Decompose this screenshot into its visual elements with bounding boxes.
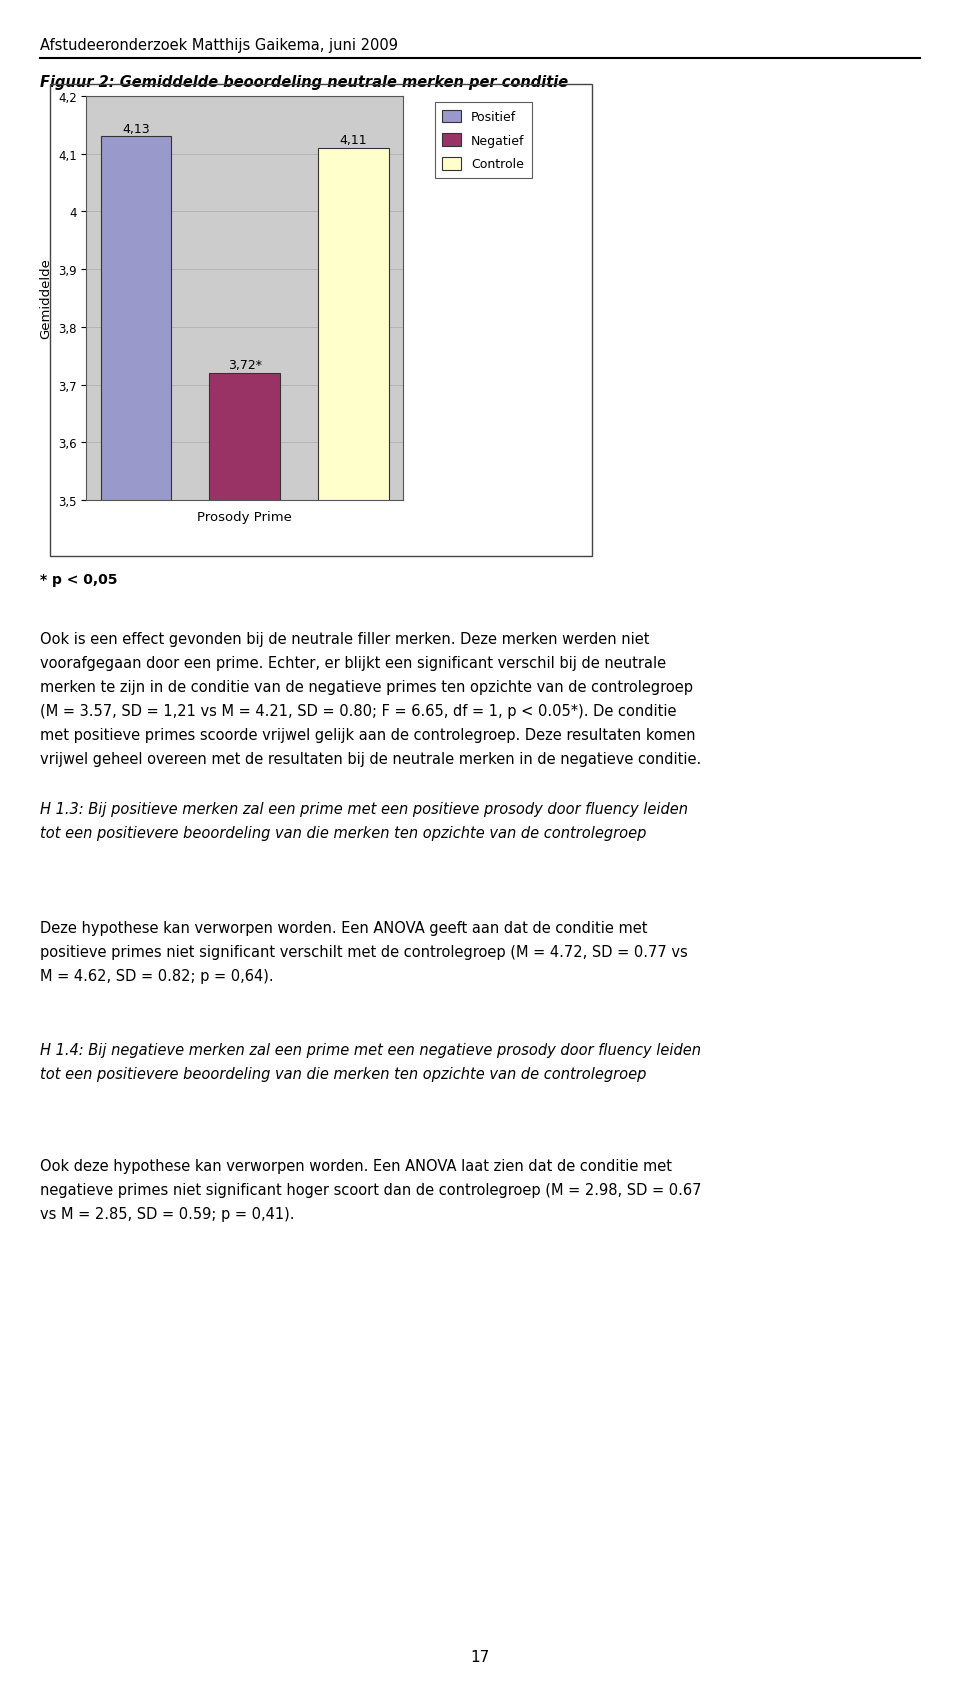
Text: 4,11: 4,11 [340,134,368,148]
Y-axis label: Gemiddelde: Gemiddelde [39,258,53,340]
Text: Figuur 2: Gemiddelde beoordeling neutrale merken per conditie: Figuur 2: Gemiddelde beoordeling neutral… [40,75,568,90]
Bar [318,149,389,1698]
Text: Afstudeeronderzoek Matthijs Gaikema, juni 2009: Afstudeeronderzoek Matthijs Gaikema, jun… [40,37,398,53]
Text: 4,13: 4,13 [122,122,150,136]
Legend: Positief, Negatief, Controle: Positief, Negatief, Controle [435,104,532,178]
Text: Ook is een effect gevonden bij de neutrale filler merken. Deze merken werden nie: Ook is een effect gevonden bij de neutra… [40,632,702,766]
Text: 17: 17 [470,1649,490,1664]
Bar [209,374,280,1698]
Bar [101,138,172,1698]
Text: * p < 0,05: * p < 0,05 [40,572,118,586]
Text: H 1.3: Bij positieve merken zal een prime met een positieve prosody door fluency: H 1.3: Bij positieve merken zal een prim… [40,801,688,841]
Text: H 1.4: Bij negatieve merken zal een prime met een negatieve prosody door fluency: H 1.4: Bij negatieve merken zal een prim… [40,1043,702,1082]
Text: Ook deze hypothese kan verworpen worden. Een ANOVA laat zien dat de conditie met: Ook deze hypothese kan verworpen worden.… [40,1158,702,1221]
Text: Prosody Prime: Prosody Prime [198,511,292,525]
Text: 3,72*: 3,72* [228,360,262,372]
Text: Deze hypothese kan verworpen worden. Een ANOVA geeft aan dat de conditie met
pos: Deze hypothese kan verworpen worden. Een… [40,920,688,983]
